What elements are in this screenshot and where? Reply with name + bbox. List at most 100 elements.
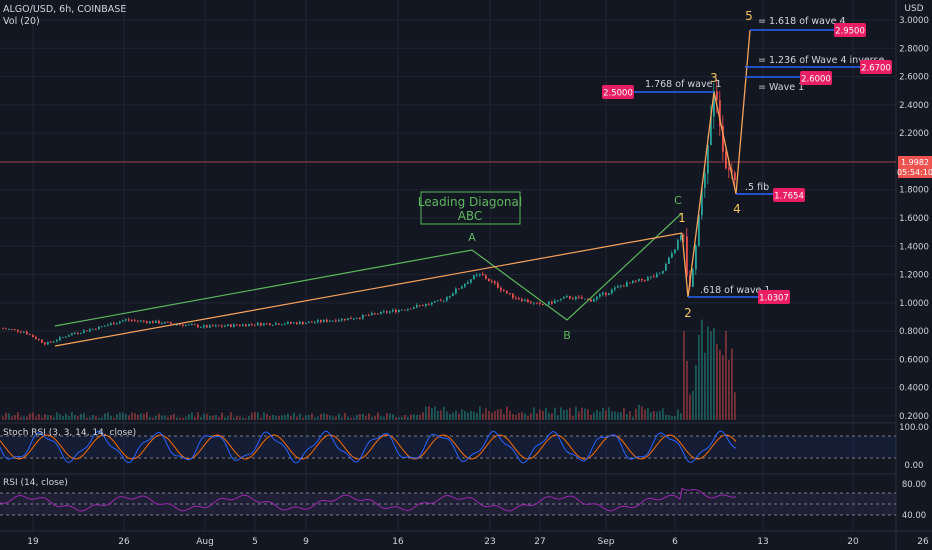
candle-body: [206, 325, 208, 328]
candle-body: [179, 324, 181, 326]
candle-body: [590, 299, 592, 302]
volume-bar: [347, 416, 349, 420]
volume-bar: [545, 407, 547, 420]
stoch-legend[interactable]: Stoch RSI (3, 3, 14, 14, close): [3, 428, 136, 438]
candle-body: [551, 301, 553, 304]
volume-bar: [422, 412, 424, 420]
volume-bar: [371, 416, 373, 420]
badge-1030[interactable]: [758, 290, 790, 304]
volume-bar: [305, 415, 307, 420]
volume-bar: [200, 417, 202, 420]
candle-body: [389, 311, 391, 313]
wave-label-a: A: [468, 231, 476, 244]
stoch-tick-0: 0.00: [905, 461, 924, 471]
symbol-legend[interactable]: ALGO/USD, 6h, COINBASE: [3, 4, 126, 15]
time-tick-label: 27: [534, 537, 545, 547]
abc-wave-line: [54, 212, 683, 327]
volume-bar: [41, 417, 43, 420]
volume-bar: [296, 416, 298, 420]
candle-body: [428, 303, 430, 305]
candle-body: [383, 311, 385, 313]
volume-bar: [212, 415, 214, 420]
rsi-tick-80: 80.00: [902, 480, 926, 490]
candle-body: [221, 325, 223, 327]
badge-2950[interactable]: [834, 23, 866, 37]
candle-body: [707, 145, 709, 174]
candle-body: [710, 116, 712, 146]
candle-body: [500, 287, 502, 291]
candlesticks: [2, 79, 736, 346]
candle-body: [446, 297, 448, 301]
volume-bar: [17, 412, 19, 420]
candle-body: [392, 309, 394, 312]
volume-bar: [8, 413, 10, 420]
fib-text-05: .5 fib: [745, 182, 769, 193]
volume-bar: [332, 416, 334, 420]
candle-body: [128, 319, 130, 321]
volume-bar: [209, 415, 211, 420]
badge-2500-text: 2.5000: [603, 89, 633, 99]
volume-bar: [323, 413, 325, 420]
volume-bar: [407, 416, 409, 420]
badge-2600-text: 2.6000: [801, 75, 831, 85]
candle-body: [650, 276, 652, 278]
candle-body: [626, 282, 628, 287]
candle-body: [320, 320, 322, 322]
rsi-legend[interactable]: RSI (14, close): [3, 478, 68, 488]
volume-bar: [437, 411, 439, 420]
volume-bar: [710, 331, 712, 420]
candle-body: [704, 173, 706, 188]
horizontal-gridlines: [0, 19, 896, 417]
volume-bar: [50, 415, 52, 420]
volume-bar: [161, 415, 163, 420]
volume-legend[interactable]: Vol (20): [3, 16, 40, 27]
candle-body: [131, 320, 133, 322]
candle-body: [233, 324, 235, 327]
time-axis[interactable]: 19 26 Aug 5 9 16 23 27 Sep 6 13 20 26: [27, 537, 929, 547]
volume-bar: [260, 417, 262, 420]
candle-body: [503, 290, 505, 292]
volume-bar: [635, 408, 637, 420]
volume-bar: [320, 413, 322, 420]
time-tick-label: 26: [118, 537, 130, 547]
candle-body: [665, 263, 667, 271]
volume-bar: [728, 359, 730, 420]
volume-bar: [146, 412, 148, 420]
candle-body: [506, 291, 508, 293]
volume-bar: [365, 416, 367, 420]
candle-body: [50, 341, 52, 343]
leading-diagonal-box[interactable]: [420, 191, 521, 225]
badge-1765[interactable]: [773, 188, 805, 202]
volume-bar: [725, 331, 727, 420]
volume-bar: [671, 416, 673, 420]
volume-bar: [563, 410, 565, 420]
volume-bar: [329, 415, 331, 420]
price-axis[interactable]: 3.00002.80002.60002.40002.20002.00001.80…: [899, 16, 929, 422]
candle-body: [2, 328, 4, 330]
candle-body: [182, 324, 184, 326]
volume-bar: [398, 417, 400, 420]
time-tick-label: 20: [847, 537, 859, 547]
candle-body: [524, 299, 526, 302]
candle-body: [440, 300, 442, 302]
badge-2500[interactable]: [602, 85, 634, 99]
candle-body: [278, 323, 280, 325]
candle-body: [230, 324, 232, 327]
volume-bar: [572, 415, 574, 420]
volume-bar: [479, 406, 481, 420]
volume-bar: [344, 412, 346, 420]
volume-bar: [131, 412, 133, 420]
candle-body: [593, 299, 595, 302]
candle-body: [365, 314, 367, 316]
badge-2670[interactable]: [860, 60, 892, 74]
volume-bar: [467, 412, 469, 420]
volume-bar: [119, 412, 121, 420]
candle-body: [236, 324, 238, 326]
volume-bar: [593, 412, 595, 420]
volume-bar: [155, 415, 157, 420]
volume-bar: [311, 413, 313, 420]
badge-2600[interactable]: [800, 71, 832, 85]
candle-body: [260, 322, 262, 326]
candle-body: [275, 323, 277, 325]
